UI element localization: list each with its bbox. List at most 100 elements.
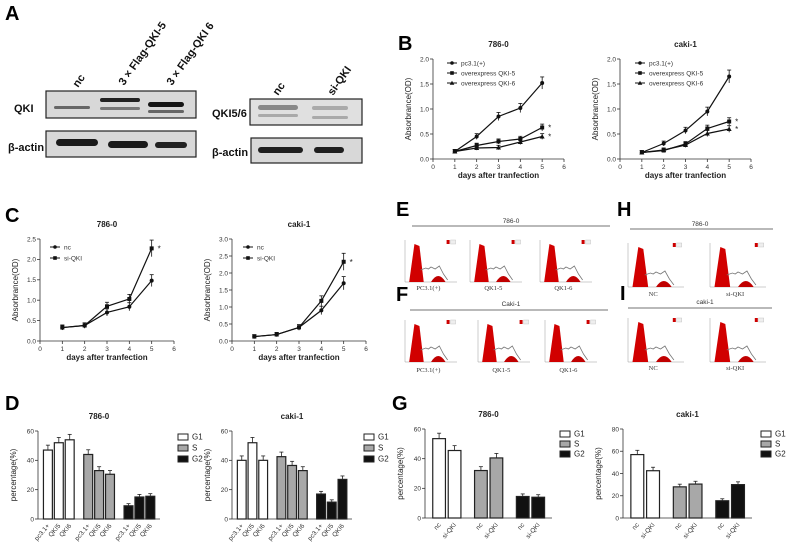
legend-swatch xyxy=(559,430,571,438)
y-tick-label: 40 xyxy=(221,458,229,465)
y-tick-label: 80 xyxy=(612,426,620,433)
y-tick-label: 20 xyxy=(414,486,422,493)
bar xyxy=(515,495,530,519)
significance-marker: * xyxy=(735,118,738,127)
bar xyxy=(432,438,447,519)
blot-band xyxy=(108,141,148,148)
y-tick-label: 40 xyxy=(612,471,620,478)
x-tick-label: si-QKI xyxy=(725,522,742,540)
panel-label-h: H xyxy=(617,199,631,221)
x-axis-label: days after tranfection xyxy=(66,353,147,362)
flow-caption: si-QKI xyxy=(726,365,744,372)
y-tick-label: 2.0 xyxy=(607,56,616,63)
panel-label-c: C xyxy=(5,205,19,227)
series-1 xyxy=(639,117,732,155)
histogram xyxy=(404,239,457,283)
s-phase-trace xyxy=(420,345,448,361)
x-tick-label: 6 xyxy=(562,164,566,171)
legend-icon xyxy=(586,320,590,324)
x-tick-label: nc xyxy=(516,521,526,531)
legend-swatch xyxy=(760,440,772,448)
blot-band xyxy=(155,142,187,148)
y-tick-label: 0.0 xyxy=(219,338,228,345)
western-blot-overexpression: nc 3 × Flag-QKI-5 3 × Flag-QKI 6 QKI β-a… xyxy=(8,20,217,158)
marker-circle xyxy=(319,308,324,313)
legend-label: G2 xyxy=(775,450,786,459)
legend-label: S xyxy=(574,440,579,449)
marker-triangle xyxy=(539,134,545,139)
marker-square xyxy=(105,304,109,309)
lane-label: nc xyxy=(271,80,288,97)
histogram xyxy=(627,317,684,363)
legend-label: overexpress QKI-5 xyxy=(649,71,704,78)
marker-square xyxy=(341,259,346,264)
y-axis-label: percentage(%) xyxy=(203,448,212,501)
blot-band xyxy=(148,110,184,113)
bar xyxy=(42,449,53,520)
x-tick-label: 0 xyxy=(431,164,435,171)
g2-peak xyxy=(431,276,446,282)
g1-peak xyxy=(409,244,424,282)
legend-icon xyxy=(754,318,758,322)
y-tick-label: 1.5 xyxy=(607,81,616,88)
chart-c1: 786-0 Absorbrance(OD) 0.0 0.5 1.0 1.5 2.0 2.5 da… xyxy=(11,220,176,362)
x-tick-label: 6 xyxy=(364,346,368,353)
legend-label: G1 xyxy=(775,430,786,439)
series-1 xyxy=(60,239,154,331)
chart-title: 786-0 xyxy=(488,40,509,49)
lane-label: 3 × Flag-QKI-5 xyxy=(117,20,169,88)
significance-marker: * xyxy=(548,124,551,133)
y-tick-label: 60 xyxy=(612,449,620,456)
g2-peak xyxy=(571,356,586,362)
legend-label: G1 xyxy=(378,433,389,442)
blot-band xyxy=(258,147,303,153)
y-tick-label: 40 xyxy=(27,458,35,465)
legend-icon xyxy=(672,318,676,322)
x-tick-label: 2 xyxy=(83,346,87,353)
bar xyxy=(258,459,269,520)
legend-icon xyxy=(585,239,591,245)
marker-square xyxy=(60,325,65,330)
s-phase-trace xyxy=(644,270,675,286)
y-tick-label: 0 xyxy=(615,515,619,522)
x-tick-label: 5 xyxy=(150,346,154,353)
bar xyxy=(473,469,488,519)
s-phase-trace xyxy=(555,265,583,281)
y-axis-label: Absorbrance(OD) xyxy=(203,258,212,321)
x-tick-label: 3 xyxy=(105,346,109,353)
legend-swatch xyxy=(363,455,375,463)
bar xyxy=(489,457,504,519)
g1-peak xyxy=(474,244,489,282)
s-phase-trace xyxy=(485,265,513,281)
g1-peak xyxy=(714,247,731,287)
blot-membrane xyxy=(249,98,363,126)
legend-swatch xyxy=(760,430,772,438)
legend-label: overexpress QKI-5 xyxy=(461,71,516,78)
bar xyxy=(688,483,703,519)
y-tick-label: 1.5 xyxy=(27,277,36,284)
flow-cytometry-panels: PC3.1(+) QK1-5 QK1-6 PC3.1(+) QK1-5 QK1-6 NC si… xyxy=(404,225,773,374)
g1-peak xyxy=(632,247,649,287)
histogram xyxy=(709,242,766,288)
legend-label: pc3.1(+) xyxy=(649,61,673,68)
x-tick-label: nc xyxy=(475,521,485,531)
significance-marker: * xyxy=(548,133,551,142)
bar xyxy=(134,496,145,520)
g1-peak xyxy=(482,324,497,362)
y-tick-label: 0 xyxy=(30,516,34,523)
marker-triangle xyxy=(704,131,710,136)
marker-circle xyxy=(518,106,523,110)
x-tick-label: 5 xyxy=(342,346,346,353)
chart-g1: 786-0percentage(%)0204060ncsi-QKIG1ncsi-… xyxy=(396,410,585,540)
marker-triangle xyxy=(637,80,643,85)
flow-caption: QK1-5 xyxy=(492,367,510,374)
flow-caption: PC3.1(+) xyxy=(416,367,440,374)
y-tick-label: 60 xyxy=(414,426,422,433)
bar xyxy=(287,464,298,520)
legend-icon xyxy=(758,242,764,248)
chart-title: caki-1 xyxy=(281,412,304,421)
y-tick-label: 1.5 xyxy=(219,287,228,294)
row-label: β-actin xyxy=(8,142,44,154)
y-tick-label: 60 xyxy=(27,428,35,435)
marker-square xyxy=(638,71,642,75)
